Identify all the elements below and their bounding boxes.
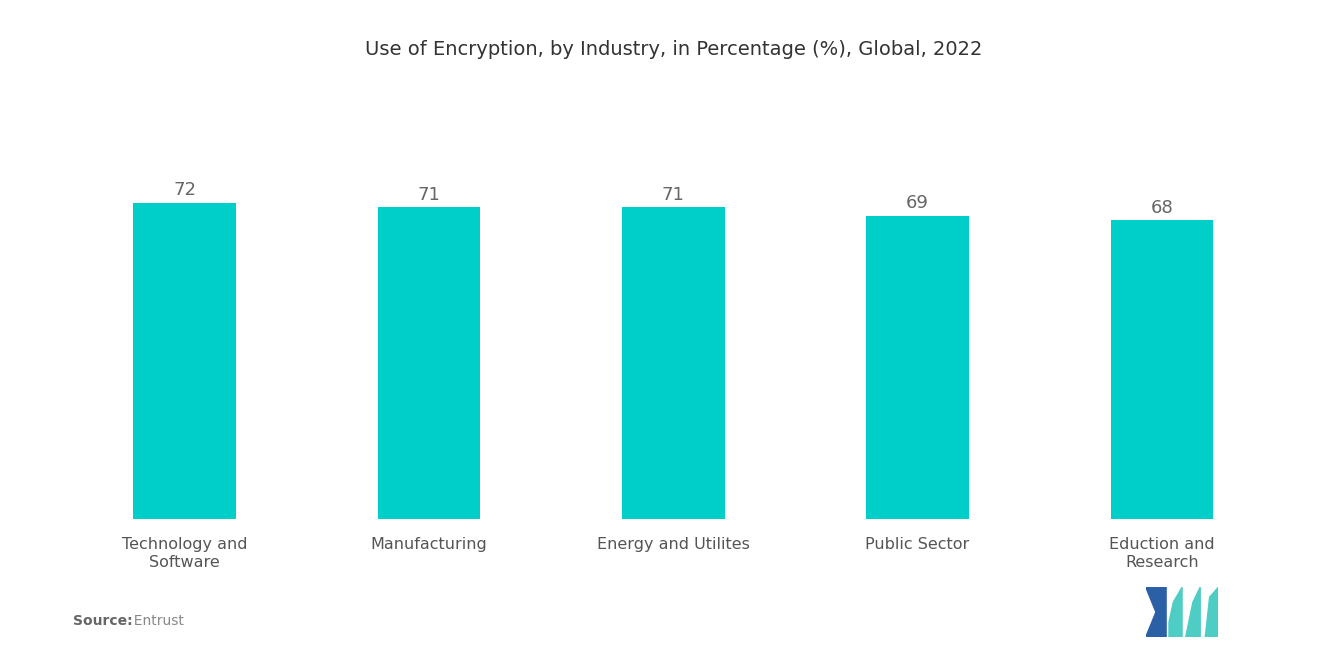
Polygon shape [1146, 587, 1166, 637]
Text: 71: 71 [661, 186, 685, 203]
Text: Entrust: Entrust [125, 614, 185, 628]
Text: 69: 69 [906, 194, 929, 212]
Polygon shape [1205, 587, 1218, 637]
Bar [1110, 220, 1213, 519]
Bar [133, 203, 236, 519]
Bar [866, 216, 969, 519]
Polygon shape [1185, 587, 1200, 637]
Text: Source:: Source: [73, 614, 132, 628]
Title: Use of Encryption, by Industry, in Percentage (%), Global, 2022: Use of Encryption, by Industry, in Perce… [364, 40, 982, 59]
Bar [622, 207, 725, 519]
Text: 68: 68 [1151, 199, 1173, 217]
Bar [378, 207, 480, 519]
Polygon shape [1170, 587, 1183, 637]
Text: 72: 72 [173, 181, 195, 200]
Text: 71: 71 [417, 186, 441, 203]
